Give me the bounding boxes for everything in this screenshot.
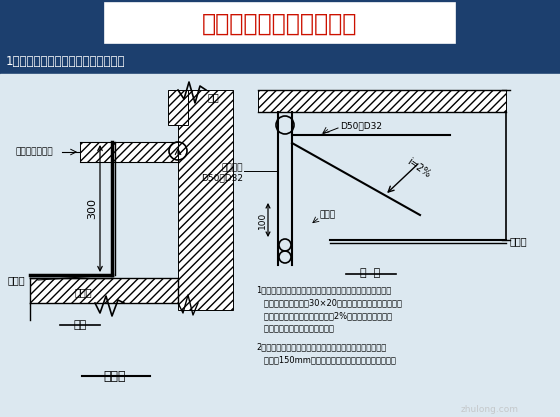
Bar <box>105 3 455 43</box>
Text: 空调板: 空调板 <box>510 236 528 246</box>
Text: 梁体: 梁体 <box>208 92 220 102</box>
Text: D50或D32: D50或D32 <box>340 121 382 131</box>
Text: D50或D32: D50或D32 <box>201 173 243 183</box>
Bar <box>258 90 506 112</box>
Text: 防水层: 防水层 <box>8 275 26 285</box>
Text: 100: 100 <box>258 211 267 229</box>
Text: 附图四: 附图四 <box>104 370 126 383</box>
Bar <box>168 90 188 125</box>
Text: 300: 300 <box>87 198 97 219</box>
Bar <box>178 90 233 310</box>
Text: 2、空调板靠近墙体面木模送入墙内否，空调板离墙的距离: 2、空调板靠近墙体面木模送入墙内否，空调板离墙的距离 <box>256 342 386 351</box>
Text: 水落口: 水落口 <box>320 211 336 219</box>
Text: 二、防水节点做法及大样: 二、防水节点做法及大样 <box>202 12 358 36</box>
Text: 不小于150mm（完成后）、空调板排水按图二所示；: 不小于150mm（完成后）、空调板排水按图二所示； <box>256 355 396 364</box>
Text: 排水立管: 排水立管 <box>222 163 243 173</box>
Text: 1、空调板结构及防水做法详附图四：: 1、空调板结构及防水做法详附图四： <box>6 55 125 68</box>
Text: 图一: 图一 <box>73 320 87 330</box>
Text: 同阳台露的滴水线，同时板面按2%找坡，坡向水落口；: 同阳台露的滴水线，同时板面按2%找坡，坡向水落口； <box>256 311 392 320</box>
Text: 空调板: 空调板 <box>75 287 92 297</box>
Text: 空调板嵌入墙体处均按此施工。: 空调板嵌入墙体处均按此施工。 <box>256 324 334 333</box>
Bar <box>80 142 178 162</box>
Text: 空调板上临近二边做30×20挡水线，板下做滴水线，做法: 空调板上临近二边做30×20挡水线，板下做滴水线，做法 <box>256 298 402 307</box>
Text: 图  二: 图 二 <box>360 268 380 278</box>
Bar <box>30 278 178 303</box>
Bar <box>0 48 560 74</box>
Text: i=2%: i=2% <box>405 156 432 180</box>
Bar <box>0 74 560 417</box>
Text: 1、空调板如只没有同梁浇筑在一起者，按以下图示一做法：: 1、空调板如只没有同梁浇筑在一起者，按以下图示一做法： <box>256 285 391 294</box>
Text: 此处参照附图一: 此处参照附图一 <box>15 148 53 156</box>
Text: zhulong.com: zhulong.com <box>461 405 519 414</box>
